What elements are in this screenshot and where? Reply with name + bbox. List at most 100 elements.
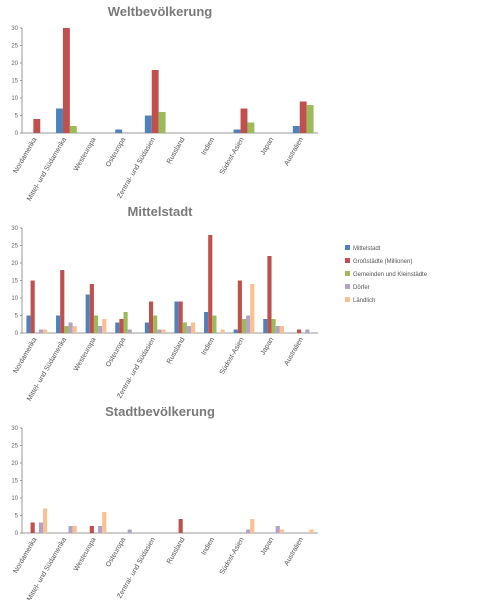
bar: [250, 519, 255, 533]
bar: [161, 329, 166, 333]
x-tick-label: Osteuropa: [105, 536, 127, 568]
y-tick-label: 25: [11, 444, 18, 450]
bar: [267, 256, 272, 333]
legend-label: Mittelstadt: [353, 246, 381, 252]
y-tick-label: 15: [11, 279, 18, 285]
y-tick-label: 30: [11, 226, 18, 232]
y-tick-label: 25: [11, 244, 18, 250]
y-tick-label: 20: [11, 261, 18, 267]
bar: [43, 508, 48, 533]
legend-label: Dörfer: [353, 285, 370, 291]
bar: [220, 329, 225, 333]
x-tick-label: Indien: [201, 536, 217, 556]
x-tick-label: Südost-Asien: [219, 536, 246, 576]
bar: [60, 270, 65, 333]
bar: [85, 294, 90, 333]
x-tick-label: Osteuropa: [105, 336, 127, 368]
x-tick-label: Westeuropa: [73, 136, 98, 172]
bar: [204, 312, 209, 333]
bar: [250, 284, 255, 333]
x-tick-label: Westeuropa: [73, 536, 98, 572]
bar: [246, 315, 251, 333]
bar: [93, 315, 99, 333]
x-tick-label: Südost-Asien: [219, 336, 246, 376]
bar: [30, 280, 35, 333]
x-tick-label: Westeuropa: [73, 336, 98, 372]
y-tick-label: 10: [11, 296, 18, 302]
bar: [127, 529, 132, 533]
x-tick-label: Nordamerika: [12, 336, 38, 374]
bar: [72, 526, 77, 533]
y-tick-label: 10: [11, 496, 18, 502]
y-tick-label: 15: [11, 479, 18, 485]
bar: [30, 522, 35, 533]
bar: [247, 122, 255, 133]
bar: [309, 529, 314, 533]
y-tick-label: 20: [11, 461, 18, 467]
bar: [233, 329, 238, 333]
bar: [279, 326, 284, 333]
bar: [69, 126, 77, 133]
bar: [119, 319, 124, 333]
chart-title: Weltbevölkerung: [108, 4, 213, 19]
bar: [305, 329, 310, 333]
y-tick-label: 5: [15, 314, 19, 320]
x-tick-label: Australien: [283, 336, 305, 367]
bar: [157, 329, 162, 333]
bar: [68, 322, 73, 333]
bar: [241, 319, 247, 333]
bar: [64, 326, 69, 333]
legend-swatch: [345, 284, 350, 289]
y-tick-label: 30: [11, 426, 18, 432]
x-tick-label: Japan: [260, 336, 276, 356]
legend-swatch: [345, 258, 350, 263]
bar: [102, 512, 107, 533]
y-tick-label: 0: [15, 331, 19, 337]
legend-label: Ländlich: [353, 298, 375, 304]
bar: [296, 329, 302, 333]
chart-title: Stadtbevölkerung: [105, 404, 215, 419]
bar: [127, 329, 132, 333]
y-tick-label: 0: [15, 131, 19, 137]
bar: [98, 326, 103, 333]
bar: [212, 315, 217, 333]
bar: [233, 129, 241, 133]
bar: [158, 112, 166, 133]
bar: [275, 326, 280, 333]
bar: [89, 526, 94, 533]
bar: [115, 322, 120, 333]
x-tick-label: Indien: [201, 136, 217, 156]
bar: [292, 126, 300, 133]
x-tick-label: Australien: [283, 536, 305, 567]
bar: [237, 280, 242, 333]
legend-swatch: [345, 271, 350, 276]
bar: [178, 519, 183, 533]
bar: [240, 108, 248, 133]
bar: [306, 105, 314, 133]
bar: [275, 526, 280, 533]
legend-label: Großstädte (Millionen): [353, 259, 412, 265]
x-tick-label: Nordamerika: [12, 136, 38, 174]
bar: [182, 322, 187, 333]
x-tick-label: Russland: [166, 536, 187, 565]
bar: [151, 70, 159, 133]
bar: [148, 301, 154, 333]
y-tick-label: 5: [15, 114, 19, 120]
bar: [153, 315, 158, 333]
bar: [98, 526, 103, 533]
bar: [68, 526, 73, 533]
bar: [263, 319, 268, 333]
bar: [174, 301, 179, 333]
y-tick-label: 5: [15, 514, 19, 520]
legend-label: Gemeinden und Kleinstädte: [353, 272, 428, 278]
bar: [144, 322, 149, 333]
bar: [271, 319, 276, 333]
bar: [115, 129, 123, 133]
bar: [38, 329, 44, 333]
chart-title: Mittelstadt: [128, 204, 194, 219]
y-tick-label: 20: [11, 61, 18, 67]
y-tick-label: 10: [11, 96, 18, 102]
y-tick-label: 25: [11, 44, 18, 50]
bar: [56, 315, 61, 333]
